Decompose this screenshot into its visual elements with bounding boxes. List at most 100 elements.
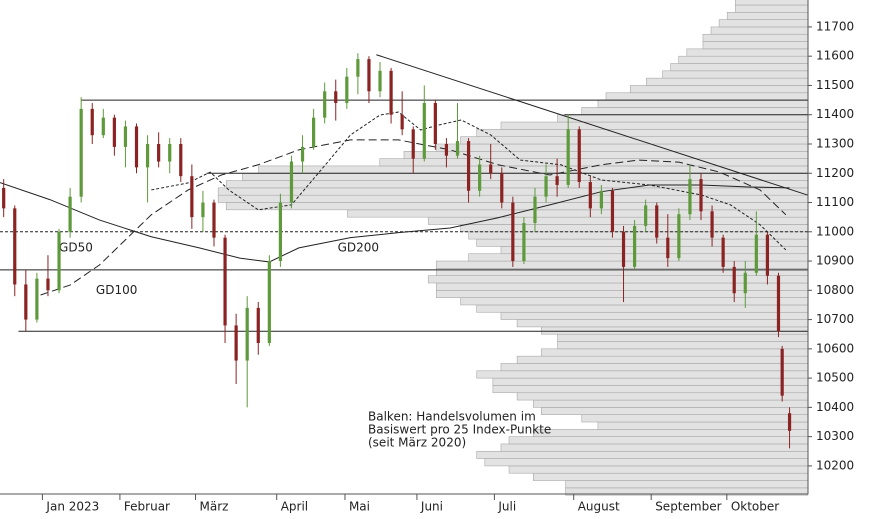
candle-body [400,114,404,130]
candle-body [134,126,139,168]
y-tick-label: 11700 [816,19,854,33]
volume-bar [557,114,809,123]
candle-body [57,231,61,291]
y-tick-label: 11300 [816,136,854,150]
volume-bar [500,246,809,255]
volume-bar [541,348,809,357]
moving-average [40,139,787,296]
volume-bar [565,480,809,489]
x-tick-label: April [281,500,308,514]
volume-bar [242,172,809,181]
volume-bar [500,443,809,452]
volume-bar [500,363,809,372]
candle-body [466,141,471,191]
candle-body [212,202,216,238]
candle-body [644,205,648,226]
candle-body [787,413,792,431]
x-tick-label: Juli [497,500,516,514]
volume-bar [734,0,809,6]
y-tick-label: 10500 [816,371,854,385]
candle-body [444,143,449,156]
annotation: Balken: Handelsvolumen im [368,410,536,424]
candle-body [655,205,659,238]
candle-body [334,91,338,104]
y-tick-label: 11400 [816,107,854,121]
volume-bar [718,19,809,28]
candle-body [24,284,28,320]
candle-body [455,141,460,156]
volume-bar [605,92,809,101]
volume-bar [597,421,809,430]
candle-body [79,108,83,197]
candle-body [90,108,94,136]
y-tick-label: 11100 [816,195,854,209]
volume-bar [581,107,809,116]
candle-body [666,237,670,259]
candle-body [566,129,570,185]
candle-body [13,208,17,285]
volume-bar [427,275,809,284]
candle-body [411,129,415,159]
candle-body [157,143,161,162]
y-tick-label: 10900 [816,254,854,268]
volume-bar [516,355,809,364]
candle-body [522,223,526,262]
y-tick-label: 10200 [816,458,854,472]
candle-body [710,211,714,238]
y-tick-label: 11200 [816,166,854,180]
y-tick-label: 10300 [816,429,854,443]
candle-body [533,196,537,224]
volume-bar [686,48,809,57]
volume-bar [476,370,809,379]
candle-body [289,161,294,203]
candle-body [732,266,736,294]
volume-bar [726,11,809,20]
volume-bar [557,333,809,342]
candle-body [179,143,183,177]
candle-body [245,307,249,361]
volume-bar [436,282,809,291]
volume-bar [436,143,809,152]
ma-label: GD200 [338,240,379,254]
trendline [376,54,809,196]
candle-body [588,182,592,209]
volume-bar [225,202,809,211]
volume-bar [500,121,809,130]
candle-body [112,117,116,147]
volume-bar [492,385,809,394]
candle-body [323,91,327,118]
moving-average [151,111,787,251]
candle-body [478,164,482,191]
volume-bar [710,26,809,35]
volume-bar [646,77,809,86]
volume-bar [532,429,809,437]
volume-bar [508,436,809,445]
volume-bar [217,187,809,196]
candle-body [168,143,172,162]
ma-label: GD50 [59,240,93,254]
x-tick-label: September [655,500,721,514]
y-tick-label: 10600 [816,341,854,355]
candle-body [500,173,504,203]
volume-bar [597,99,809,108]
candle-body [422,103,426,159]
candle-body [300,146,305,162]
volume-bar [403,151,809,159]
candle-body [46,278,50,291]
candle-body [312,117,316,147]
volume-bar [379,158,809,167]
candle-body [278,202,283,262]
candle-body [699,179,703,212]
y-tick-label: 10700 [816,312,854,326]
candle-body [356,59,360,77]
candle-body [677,214,681,259]
annotation: (seit März 2020) [368,436,466,450]
x-tick-label: Mai [349,500,370,514]
x-tick-label: Oktober [731,500,779,514]
candle-body [35,278,39,320]
volume-bar [476,238,809,247]
candle-body [610,190,615,232]
volume-bar [476,304,809,313]
candle-body [743,272,747,294]
candle-body [145,143,150,168]
